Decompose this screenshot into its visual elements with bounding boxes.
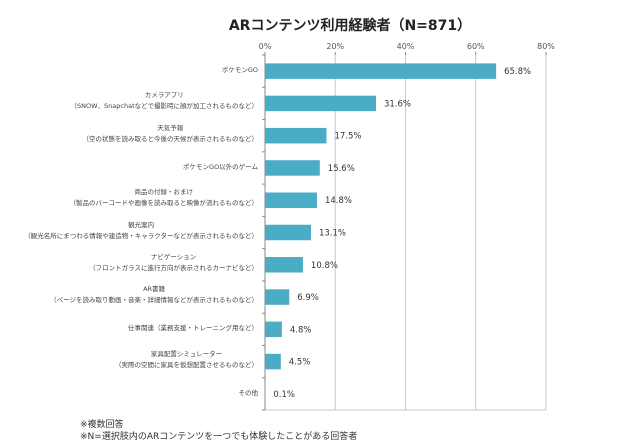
category-name: 仕事関連（業務支援・トレーニング用など）	[128, 324, 258, 333]
category-description: （観光名所にまつわる情報や建造物・キャラクターなどが表示されるものなど）	[24, 231, 258, 240]
category-label: ポケモンGO	[222, 65, 258, 76]
category-label: 天気予報 （空の状態を読み取ると今後の天候が表示されるものなど）	[83, 123, 259, 145]
bar	[265, 95, 376, 112]
x-tick-label: 40%	[397, 42, 415, 51]
category-label: ナビゲーション （フロントガラスに進行方向が表示されるカーナビなど）	[89, 252, 258, 274]
x-tick-label: 0%	[259, 42, 272, 51]
bar	[265, 127, 327, 144]
data-label: 17.5%	[334, 132, 361, 142]
category-description: （空の状態を読み取ると今後の天候が表示されるものなど）	[82, 134, 259, 143]
category-name: 商品の付録・おまけ	[134, 188, 194, 197]
x-tick-label: 20%	[326, 42, 344, 51]
data-label: 4.8%	[290, 325, 312, 335]
data-label: 65.8%	[504, 67, 531, 77]
bar	[265, 257, 303, 273]
category-label: カメラアプリ （SNOW、Snapchatなどで撮影時に顔が加工されるものなど）	[71, 90, 258, 112]
x-tick-label: 60%	[467, 42, 485, 51]
chart-title: ARコンテンツ利用経験者（N=871）	[228, 18, 472, 34]
category-name: 家具配置シミュレーター	[150, 349, 223, 358]
bar	[265, 353, 281, 370]
category-name: ナビゲーション	[150, 252, 197, 261]
category-label: その他	[239, 388, 259, 399]
category-label: 商品の付録・おまけ （製品のバーコードや画像を読み取ると映像が流れるものなど）	[70, 187, 259, 209]
category-description: （実際の空間に家具を仮想配置させるものなど）	[115, 360, 258, 369]
category-name: 観光案内	[128, 220, 155, 229]
bar	[265, 386, 266, 402]
data-label: 13.1%	[319, 229, 346, 239]
bar	[265, 224, 312, 241]
category-description: （SNOW、Snapchatなどで撮影時に顔が加工されるものなど）	[70, 102, 258, 111]
category-name: その他	[238, 388, 259, 397]
category-label: AR書籍 （ページを読み取り動画・音楽・詳細情報などが表示されるものなど）	[50, 284, 258, 306]
data-label: 0.1%	[273, 390, 295, 400]
category-name: AR書籍	[143, 285, 166, 294]
bar	[265, 63, 497, 79]
bar	[265, 160, 320, 176]
note-multiple-answers: ※複数回答	[80, 420, 124, 430]
bar	[265, 289, 290, 305]
category-label: 家具配置シミュレーター （実際の空間に家具を仮想配置させるものなど）	[115, 349, 258, 371]
data-label: 15.6%	[328, 164, 355, 174]
category-name: カメラアプリ	[144, 91, 184, 100]
category-label: 仕事関連（業務支援・トレーニング用など）	[128, 323, 258, 334]
category-name: ポケモンGO以外のゲーム	[183, 162, 258, 171]
category-name: ポケモンGO	[221, 66, 258, 75]
bar	[265, 192, 317, 208]
x-tick-label: 80%	[537, 42, 555, 51]
data-label: 31.6%	[384, 99, 411, 109]
category-label: ポケモンGO以外のゲーム	[183, 162, 258, 173]
category-description: （ページを読み取り動画・音楽・詳細情報などが表示されるものなど）	[50, 296, 258, 305]
bar	[265, 321, 282, 338]
category-description: （製品のバーコードや画像を読み取ると映像が流れるものなど）	[69, 199, 259, 208]
data-label: 4.5%	[289, 358, 311, 368]
category-name: 天気予報	[157, 123, 184, 132]
data-label: 14.8%	[325, 196, 352, 206]
category-description: （フロントガラスに進行方向が表示されるカーナビなど）	[89, 263, 258, 272]
note-sample-definition: ※N=選択肢内のARコンテンツを一つでも体験したことがある回答者	[80, 432, 358, 442]
category-label: 観光案内 （観光名所にまつわる情報や建造物・キャラクターなどが表示されるものなど）	[24, 220, 258, 242]
data-label: 10.8%	[311, 261, 338, 271]
data-label: 6.9%	[297, 293, 319, 303]
